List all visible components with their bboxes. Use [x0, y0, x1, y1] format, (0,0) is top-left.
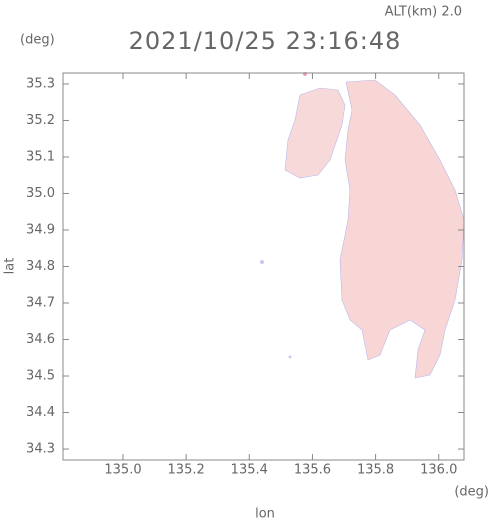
x-tick-label: 135.0: [104, 463, 141, 478]
y-tick-label: 35.2: [26, 113, 55, 128]
y-tick-label: 35.1: [26, 149, 55, 164]
x-axis-label: lon: [255, 507, 275, 521]
y-tick-label: 34.3: [26, 442, 55, 457]
x-unit: (deg): [454, 485, 489, 500]
y-tick-label: 35.3: [26, 76, 55, 91]
echo-west: [284, 87, 346, 179]
y-tick-label: 34.6: [26, 332, 55, 347]
x-tick-label: 135.6: [294, 463, 331, 478]
echo-main: [339, 79, 465, 379]
y-tick-label: 34.9: [26, 222, 55, 237]
altitude-label: ALT(km) 2.0: [385, 5, 462, 20]
x-tick-label: 135.4: [231, 463, 268, 478]
x-tick-label: 136.0: [420, 463, 457, 478]
echo-area: [260, 72, 465, 379]
y-tick-label: 34.7: [26, 296, 55, 311]
y-axis-label: lat: [3, 258, 18, 275]
y-unit: (deg): [20, 33, 55, 48]
x-tick-label: 135.8: [357, 463, 394, 478]
x-tick-label: 135.2: [168, 463, 205, 478]
y-tick-label: 35.0: [26, 186, 55, 201]
echo-speck: [288, 355, 292, 359]
y-tick-label: 34.5: [26, 369, 55, 384]
y-tick-label: 34.8: [26, 259, 55, 274]
chart-title: 2021/10/25 23:16:48: [129, 27, 402, 55]
y-tick-label: 34.4: [26, 405, 55, 420]
echo-speck: [260, 260, 264, 264]
